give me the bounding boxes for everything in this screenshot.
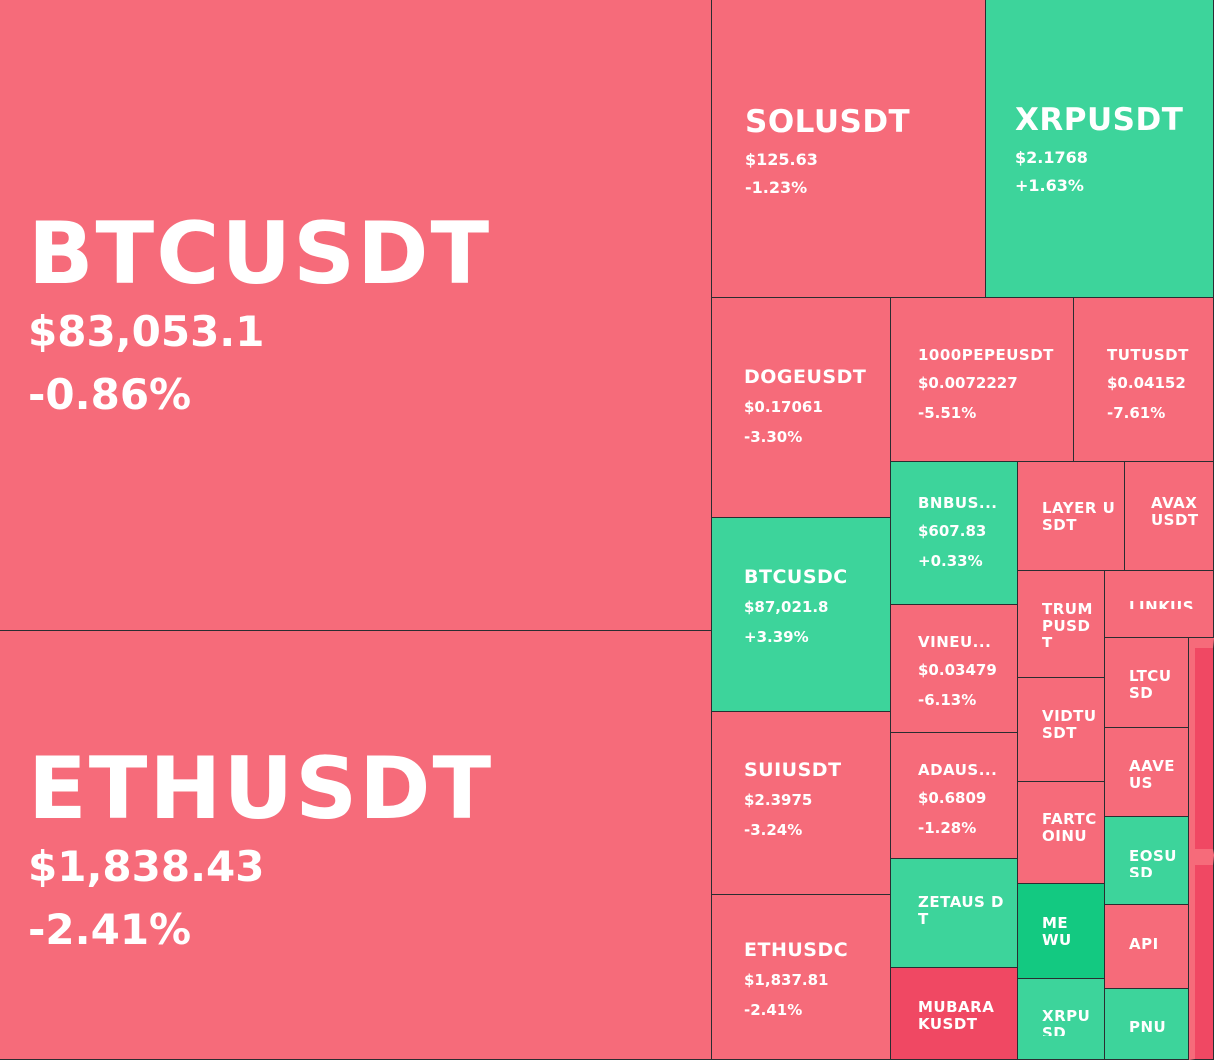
- tile-price: $87,021.8: [744, 598, 829, 616]
- tile-change: -1.28%: [918, 819, 977, 837]
- tile-change: -3.24%: [744, 821, 803, 839]
- tile-change: -5.51%: [918, 404, 977, 422]
- tile-symbol: API: [1129, 936, 1159, 953]
- tile-change: -7.61%: [1107, 404, 1166, 422]
- tile-symbol: LTCUSD: [1129, 668, 1172, 698]
- tile-vidtusdt[interactable]: VIDTUSDT: [1018, 678, 1105, 782]
- tile-ltcusdt[interactable]: LTCUSD: [1105, 638, 1189, 728]
- tile-symbol: TRUMPUSDT: [1042, 601, 1093, 647]
- tile-zetausdt[interactable]: ZETAUS DT: [891, 859, 1018, 968]
- tile-xrpusdc[interactable]: XRPUSD: [1018, 979, 1105, 1060]
- tile-change: -6.13%: [918, 691, 977, 709]
- tile-symbol: FARTCOINU: [1042, 811, 1097, 845]
- tile-price: $83,053.1: [28, 307, 265, 356]
- tile-aaveusdt[interactable]: AAVEUS: [1105, 728, 1189, 817]
- tile-symbol: ZETAUS DT: [918, 893, 1004, 928]
- tile-trumpusdt[interactable]: TRUMPUSDT: [1018, 571, 1105, 678]
- tile-btcusdc[interactable]: BTCUSDC $87,021.8 +3.39%: [712, 518, 891, 712]
- tile-symbol: LAYER USDT: [1042, 499, 1116, 534]
- tile-eosusdt[interactable]: EOSUSD: [1105, 817, 1189, 905]
- tile-symbol: AAVEUS: [1129, 758, 1176, 788]
- tile-symbol: 1000PEPEUSDT: [918, 346, 1054, 364]
- tile-change: +0.33%: [918, 552, 983, 570]
- tile-layerusdt[interactable]: LAYER USDT: [1018, 462, 1125, 571]
- tile-symbol: BTCUSDT: [28, 204, 492, 304]
- tile-symbol: SUIUSDT: [744, 759, 842, 781]
- tile-suiusdt[interactable]: SUIUSDT $2.3975 -3.24%: [712, 712, 891, 895]
- tile-avaxusdt[interactable]: AVAXUSDT: [1125, 462, 1214, 571]
- tile-change: -0.86%: [28, 370, 192, 419]
- tile-change: +1.63%: [1015, 176, 1084, 195]
- tile-change: -2.41%: [744, 1001, 803, 1019]
- tile-xrpusdt[interactable]: XRPUSDT $2.1768 +1.63%: [986, 0, 1214, 298]
- tile-ethusdt[interactable]: ETHUSDT $1,838.43 -2.41%: [0, 631, 712, 1060]
- tile-adausdt[interactable]: ADAUS... $0.6809 -1.28%: [891, 733, 1018, 859]
- tile-solusdt[interactable]: SOLUSDT $125.63 -1.23%: [712, 0, 986, 298]
- tile-symbol: MUBARA KUSDT: [918, 998, 995, 1033]
- tile-symbol: XRPUSDT: [1015, 102, 1184, 138]
- tile-change: -3.30%: [744, 428, 803, 446]
- tile-edge-lower[interactable]: [1189, 855, 1214, 1060]
- tile-symbol: PNU: [1129, 1018, 1167, 1036]
- tile-symbol: LINKUS: [1129, 599, 1195, 609]
- tile-price: $1,837.81: [744, 971, 829, 989]
- tile-symbol: TUTUSDT: [1107, 346, 1189, 364]
- tile-fartcoinusdt[interactable]: FARTCOINU: [1018, 782, 1105, 884]
- tile-symbol: ETHUSDC: [744, 939, 849, 961]
- tile-symbol: AVAXUSDT: [1151, 495, 1199, 529]
- tile-price: $125.63: [745, 150, 818, 169]
- tile-dogeusdt[interactable]: DOGEUSDT $0.17061 -3.30%: [712, 298, 891, 518]
- tile-price: $0.04152: [1107, 374, 1186, 392]
- tile-tutusdt[interactable]: TUTUSDT $0.04152 -7.61%: [1074, 298, 1214, 462]
- tile-symbol: XRPUSD: [1042, 1008, 1091, 1036]
- tile-mewusdt[interactable]: MEWU: [1018, 884, 1105, 979]
- tile-price: $0.17061: [744, 398, 823, 416]
- tile-price: $0.0072227: [918, 374, 1018, 392]
- tile-change: -2.41%: [28, 905, 192, 954]
- tile-1000pepeusdt[interactable]: 1000PEPEUSDT $0.0072227 -5.51%: [891, 298, 1074, 462]
- tile-symbol: SOLUSDT: [745, 104, 911, 140]
- tile-symbol: ADAUS...: [918, 761, 998, 779]
- tile-pnutusdt[interactable]: PNU: [1105, 989, 1189, 1060]
- tile-symbol: ETHUSDT: [28, 739, 494, 839]
- tile-price: $2.3975: [744, 791, 813, 809]
- tile-btcusdt[interactable]: BTCUSDT $83,053.1 -0.86%: [0, 0, 712, 631]
- tile-symbol: EOSUSD: [1129, 848, 1177, 877]
- tile-edge-upper[interactable]: [1189, 638, 1214, 855]
- tile-price: $607.83: [918, 522, 987, 540]
- tile-change: +3.39%: [744, 628, 809, 646]
- tile-mubarakusdt[interactable]: MUBARA KUSDT: [891, 968, 1018, 1060]
- tile-symbol: VIDTUSDT: [1042, 708, 1097, 742]
- tile-symbol: MEWU: [1042, 915, 1072, 945]
- tile-symbol: DOGEUSDT: [744, 366, 867, 388]
- tile-price: $2.1768: [1015, 148, 1088, 167]
- tile-symbol: BNBUS...: [918, 494, 998, 512]
- tile-vineusdt[interactable]: VINEU... $0.03479 -6.13%: [891, 605, 1018, 733]
- tile-bnbusdt[interactable]: BNBUS... $607.83 +0.33%: [891, 462, 1018, 605]
- tile-linkusdt[interactable]: LINKUS: [1105, 571, 1214, 638]
- tile-symbol: VINEU...: [918, 633, 992, 651]
- tile-symbol: BTCUSDC: [744, 566, 848, 588]
- tile-change: -1.23%: [745, 178, 808, 197]
- tile-price: $0.03479: [918, 661, 997, 679]
- tile-price: $0.6809: [918, 789, 987, 807]
- tile-apiusdt[interactable]: API: [1105, 905, 1189, 989]
- tile-ethusdc[interactable]: ETHUSDC $1,837.81 -2.41%: [712, 895, 891, 1060]
- tile-price: $1,838.43: [28, 842, 265, 891]
